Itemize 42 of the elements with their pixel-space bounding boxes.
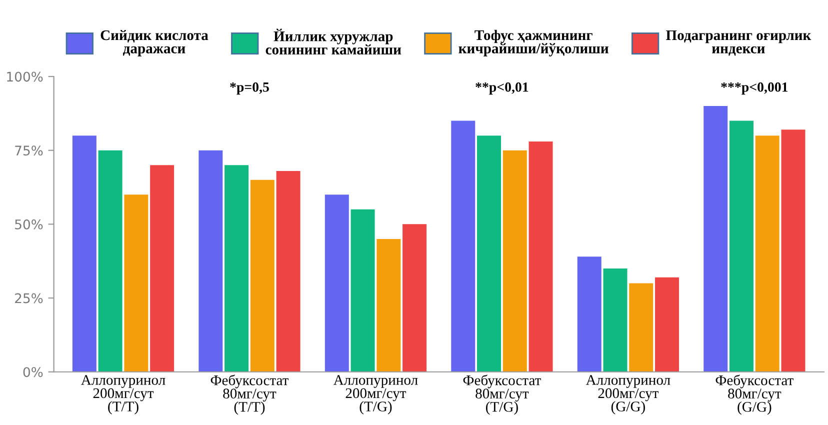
bar (98, 150, 122, 372)
bar (655, 277, 680, 372)
bar (477, 136, 502, 372)
bar (376, 238, 401, 372)
x-tick-label: Аллопуринол 200мг/сут (T/T) (81, 375, 166, 414)
legend-label: Тофус ҳажмининг кичрайиши/йўқолиши (458, 30, 608, 56)
annotation: ***p<0,001 (721, 82, 788, 95)
bar (350, 209, 375, 372)
bar (781, 130, 806, 372)
bar (224, 165, 249, 372)
bar (528, 141, 553, 372)
bar (577, 256, 602, 372)
bar (324, 194, 349, 372)
legend-label: Сийдик кислота даражаси (100, 30, 208, 56)
x-tick-label: Фебуксостат 80мг/сут (T/T) (210, 374, 289, 415)
bar (124, 194, 148, 372)
legend-label: Йиллик хуружлар сонининг камайиши (266, 28, 402, 55)
bar (603, 268, 628, 372)
annotation: **p<0,01 (476, 82, 528, 95)
x-tick-label: Фебуксостат 80мг/сут (G/G) (716, 374, 794, 415)
bar (451, 120, 476, 372)
bar (276, 171, 300, 372)
bar (402, 224, 427, 372)
x-tick-label: Аллопуринол 200мг/сут (G/G) (586, 375, 670, 414)
x-tick-label: Фебуксостат 80мг/сут (T/G) (463, 374, 541, 415)
annotation: *p=0,5 (230, 82, 269, 95)
bar (704, 106, 728, 372)
bar (629, 283, 654, 372)
bar (198, 150, 223, 372)
legend-label: Подагранинг оғирлик индекси (666, 30, 812, 56)
y-tick-label: 75% (15, 146, 43, 156)
y-tick-label: 100% (7, 72, 43, 82)
y-tick-label: 50% (15, 219, 43, 230)
bar (150, 165, 174, 372)
y-tick-label: 25% (15, 293, 43, 304)
y-tick-label: 0% (23, 367, 43, 378)
bar (730, 120, 754, 372)
bar (250, 180, 274, 372)
bar (755, 136, 780, 372)
x-tick-label: Аллопуринол 200мг/сут (T/G) (333, 375, 418, 414)
bar (72, 136, 96, 372)
bar (502, 150, 527, 372)
